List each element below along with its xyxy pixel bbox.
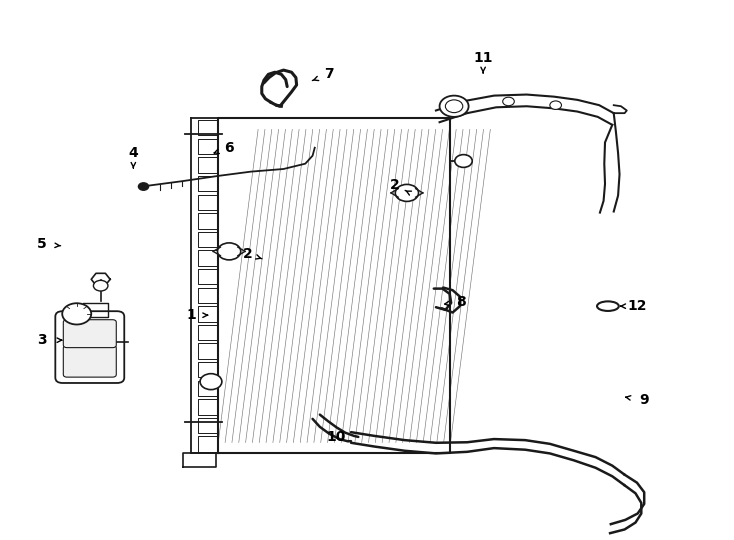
Circle shape (446, 100, 463, 113)
Circle shape (440, 96, 468, 117)
Text: 7: 7 (324, 68, 334, 82)
Text: 2: 2 (242, 247, 252, 261)
Circle shape (455, 154, 472, 167)
Text: 12: 12 (627, 299, 647, 313)
Text: 11: 11 (473, 51, 493, 65)
Text: 3: 3 (37, 333, 47, 347)
Circle shape (62, 303, 91, 325)
Circle shape (217, 243, 241, 260)
FancyBboxPatch shape (63, 320, 116, 348)
Circle shape (200, 374, 222, 390)
FancyBboxPatch shape (63, 346, 116, 377)
Circle shape (93, 280, 108, 291)
Circle shape (503, 97, 515, 106)
Text: 5: 5 (37, 238, 47, 252)
Text: 10: 10 (327, 430, 346, 444)
Ellipse shape (597, 301, 619, 311)
Text: 6: 6 (225, 141, 234, 155)
Text: 4: 4 (128, 146, 138, 160)
Text: 1: 1 (186, 308, 196, 322)
Text: 8: 8 (457, 295, 466, 309)
Text: 2: 2 (390, 178, 399, 192)
Circle shape (139, 183, 148, 190)
Text: 9: 9 (639, 393, 649, 407)
Circle shape (550, 101, 562, 110)
Circle shape (396, 184, 418, 201)
FancyBboxPatch shape (55, 311, 124, 383)
